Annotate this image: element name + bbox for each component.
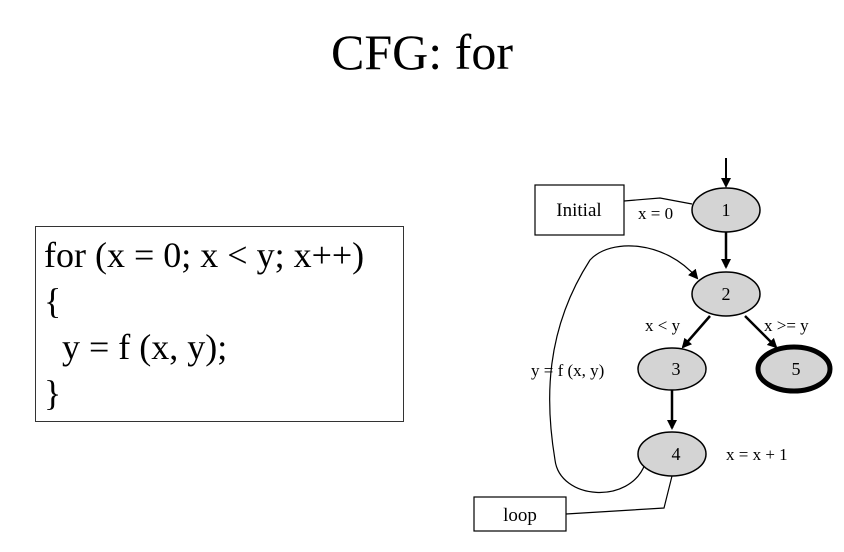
initial-box (534, 184, 625, 236)
edge-4-2-back (549, 245, 699, 494)
label-x-ge-y: x >= y (764, 316, 809, 335)
label-x-inc: x = x + 1 (726, 445, 788, 464)
label-x-eq-0: x = 0 (638, 204, 673, 223)
node-1-label: 1 (722, 200, 731, 220)
loop-box (473, 496, 567, 532)
node-1: 1 (691, 187, 761, 233)
node-2-label: 2 (722, 284, 731, 304)
node-5-label: 5 (792, 359, 801, 379)
loop-box-label: loop (503, 505, 537, 526)
edge-2-3 (681, 315, 711, 349)
node-4-label: 4 (672, 444, 681, 464)
node-3-label: 3 (672, 359, 681, 379)
label-x-lt-y: x < y (645, 316, 681, 335)
node-2: 2 (691, 271, 761, 317)
initial-connector (623, 197, 693, 205)
code-box: for (x = 0; x < y; x++) { y = f (x, y); … (35, 226, 404, 422)
code-line-for: for (x = 0; x < y; x++) (44, 235, 365, 275)
code-line-body: y = f (x, y); (44, 327, 228, 367)
node-3: 3 (637, 347, 707, 391)
code-line-open-brace: { (44, 281, 62, 321)
node-5-exit: 5 (755, 344, 833, 394)
initial-box-label: Initial (556, 200, 601, 221)
label-y-eq-f: y = f (x, y) (531, 361, 604, 380)
slide-title: CFG: for (331, 24, 513, 80)
node-4: 4 (637, 431, 707, 477)
code-line-close-brace: } (44, 373, 62, 413)
edge-2-5 (744, 315, 778, 349)
loop-connector (565, 475, 673, 515)
